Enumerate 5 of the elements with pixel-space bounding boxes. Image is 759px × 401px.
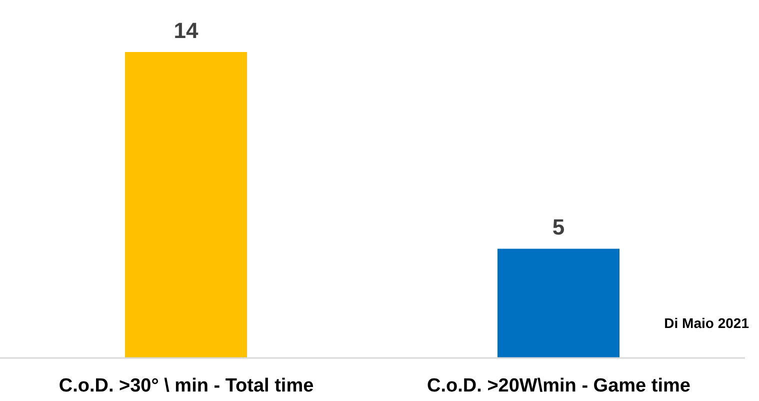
x-tick-label: C.o.D. >30° \ min - Total time <box>58 375 314 396</box>
x-tick-label: C.o.D. >20W\min - Game time <box>427 375 690 396</box>
data-label: 5 <box>552 214 565 240</box>
annotation: Di Maio 2021 <box>664 315 749 331</box>
data-label: 14 <box>174 18 199 43</box>
